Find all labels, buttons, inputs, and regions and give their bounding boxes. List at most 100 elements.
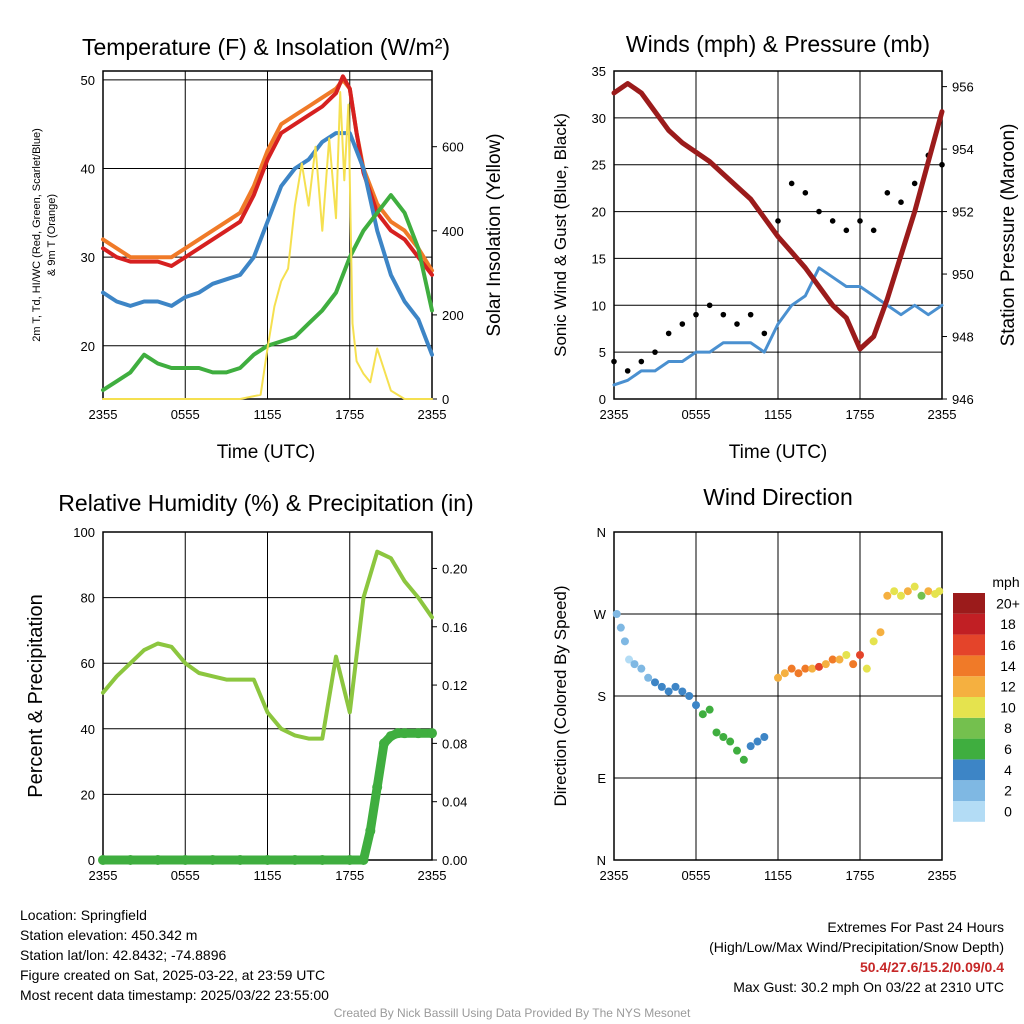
dir-point-32 — [828, 655, 837, 664]
temp-series-temp-line — [101, 74, 434, 277]
dir-point-25 — [780, 669, 789, 678]
temp-ytick-left-1: 30 — [81, 250, 95, 265]
temp-ylabel-right: Solar Insolation (Yellow) — [484, 133, 505, 336]
winds-gust-point-9 — [734, 321, 740, 327]
colorbar-swatch-10 — [953, 593, 985, 614]
dir-point-17 — [719, 733, 728, 741]
dir-point-15 — [705, 705, 714, 714]
temp-xtick-label-2: 1155 — [254, 407, 282, 422]
dir-point-20 — [739, 755, 748, 764]
temp-xtick-label-1: 0555 — [171, 407, 200, 422]
rh-ytick-right-2: 0.08 — [442, 736, 467, 751]
dir-point-30 — [815, 662, 823, 671]
winds-gust-point-13 — [788, 180, 795, 187]
winds-gust-point-8 — [720, 311, 727, 318]
dir-point-26 — [787, 664, 796, 673]
rh-ytick-right-4: 0.16 — [442, 620, 467, 635]
winds-xtick-label-1: 0555 — [682, 407, 711, 422]
credit-line: Created By Nick Bassill Using Data Provi… — [333, 1006, 691, 1020]
winds-ylabel-left: Sonic Wind & Gust (Blue, Black) — [551, 113, 570, 357]
rh-ytick-left-2: 40 — [81, 722, 95, 737]
dir-point-23 — [760, 733, 769, 741]
dir-ytick-left-4: N — [597, 525, 606, 540]
dir-point-37 — [862, 664, 871, 673]
winds-gust-point-15 — [816, 208, 822, 215]
rh-precip-point-0 — [98, 855, 108, 865]
temp-series-windchill-line — [101, 131, 434, 357]
winds-ytick-right-3: 952 — [952, 205, 974, 220]
winds-gust-point-1 — [624, 368, 631, 374]
temp-series-solar-line — [102, 91, 433, 400]
colorbar-unit: mph — [992, 574, 1019, 590]
max-gust: Max Gust: 30.2 mph On 03/22 at 2310 UTC — [733, 979, 1004, 995]
colorbar-label-5: 10 — [1000, 699, 1016, 715]
dir-point-9 — [664, 687, 673, 696]
colorbar-label-6: 12 — [1000, 679, 1016, 695]
temp-frame — [102, 70, 433, 400]
winds-frame — [613, 70, 943, 400]
rh-precip-point-12 — [372, 782, 383, 793]
rh-precip-point-8 — [317, 855, 328, 865]
rh-precip-point-5 — [235, 855, 246, 865]
winds-gust-point-19 — [870, 227, 877, 234]
rh-ytick-right-0: 0.00 — [442, 853, 467, 868]
dir-ytick-left-3: W — [594, 607, 607, 622]
temp-ytick-right-3: 600 — [442, 140, 464, 155]
rh-precip-point-17 — [413, 728, 424, 739]
rh-xtick-label-0: 2355 — [89, 868, 118, 883]
colorbar-swatch-4 — [953, 717, 985, 739]
rh-title: Relative Humidity (%) & Precipitation (i… — [58, 490, 473, 516]
dir-xtick-label-4: 2355 — [928, 868, 957, 883]
rh-precip-point-7 — [289, 855, 300, 865]
winds-ytick-left-2: 10 — [592, 298, 606, 313]
temp-title: Temperature (F) & Insolation (W/m²) — [82, 34, 450, 60]
dir-point-7 — [651, 678, 659, 687]
winds-gust-point-24 — [939, 161, 945, 168]
dir-point-39 — [876, 628, 885, 637]
dir-point-18 — [726, 737, 735, 746]
dir-point-12 — [685, 692, 694, 700]
rh-ytick-right-3: 0.12 — [442, 678, 467, 693]
winds-xtick-label-0: 2355 — [600, 407, 629, 422]
temp-xlabel: Time (UTC) — [217, 442, 316, 463]
dir-title: Wind Direction — [703, 484, 853, 510]
colorbar-swatch-6 — [953, 676, 985, 697]
dir-point-0 — [612, 610, 621, 618]
winds-plot-area: 2355 0555 1155 1755 235505101520253035946948… — [592, 64, 974, 422]
rh-ytick-left-1: 20 — [81, 787, 95, 802]
rh-xtick-label-3: 1755 — [335, 868, 364, 883]
dir-xtick-label-0: 2355 — [600, 868, 629, 883]
winds-gust-point-4 — [665, 330, 672, 337]
rh-series-rh-line — [101, 549, 434, 741]
rh-precip-point-2 — [152, 855, 163, 865]
rh-ytick-left-3: 60 — [81, 656, 95, 671]
dir-point-44 — [910, 582, 919, 591]
dir-point-13 — [692, 701, 700, 710]
temp-plot-area: 2355 0555 1155 1755 2355 20 30 40 50 0 200 400 600 — [81, 70, 464, 422]
figure-created: Figure created on Sat, 2025-03-22, at 23… — [20, 967, 326, 983]
dir-point-2 — [620, 637, 629, 646]
rh-ytick-left-4: 80 — [81, 591, 95, 606]
rh-precip-point-15 — [392, 728, 403, 739]
winds-ylabel-right: Station Pressure (Maroon) — [998, 124, 1019, 347]
colorbar-swatch-3 — [953, 738, 985, 760]
rh-xtick-label-2: 1155 — [254, 868, 282, 883]
dir-point-35 — [849, 660, 858, 669]
rh-precip-point-4 — [207, 855, 218, 865]
extremes-values: 50.4/27.6/15.2/0.09/0.4 — [859, 959, 1004, 975]
winds-gust-point-10 — [747, 311, 754, 318]
winds-ytick-right-0: 946 — [952, 392, 974, 407]
speed-colorbar: 0 2 4 6 8 10 12 14 16 18 20+ — [953, 593, 1020, 822]
dir-ytick-left-2: S — [597, 689, 606, 704]
winds-gust-point-16 — [829, 218, 836, 224]
dir-point-5 — [637, 664, 646, 673]
colorbar-label-7: 14 — [1000, 658, 1016, 674]
rh-ytick-left-0: 0 — [88, 853, 95, 868]
dir-point-8 — [657, 682, 666, 691]
winds-ytick-left-0: 0 — [599, 392, 606, 407]
winds-ytick-right-1: 948 — [952, 330, 974, 345]
colorbar-label-2: 4 — [1004, 762, 1012, 778]
dir-point-24 — [774, 673, 782, 682]
extremes-info: Extremes For Past 24 Hours (High/Low/Max… — [584, 917, 1004, 997]
panel-winds: Winds (mph) & Pressure (mb) Time (UTC) S… — [551, 31, 1019, 463]
